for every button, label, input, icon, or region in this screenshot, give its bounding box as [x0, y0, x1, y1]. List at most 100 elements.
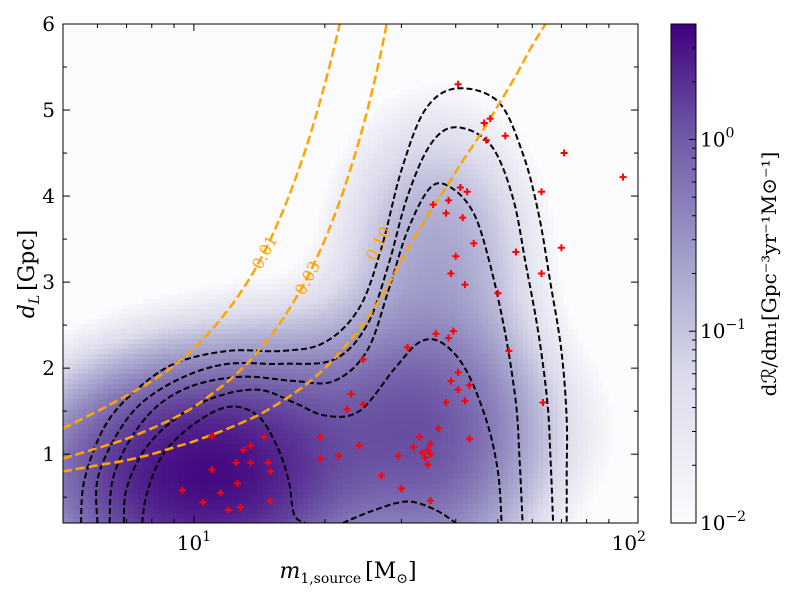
heatmap-cell: [408, 369, 414, 375]
heatmap-cell: [88, 334, 94, 340]
heatmap-cell: [423, 364, 429, 370]
heatmap-cell: [458, 219, 464, 225]
heatmap-cell: [343, 269, 349, 275]
heatmap-cell: [418, 244, 424, 250]
heatmap-cell: [373, 469, 379, 475]
heatmap-cell: [308, 369, 314, 375]
heatmap-cell: [408, 124, 414, 130]
heatmap-cell: [468, 474, 474, 480]
heatmap-cell: [383, 209, 389, 215]
heatmap-cell: [193, 459, 199, 465]
heatmap-cell: [183, 449, 189, 455]
heatmap-cell: [178, 454, 184, 460]
heatmap-cell: [208, 464, 214, 470]
heatmap-cell: [163, 319, 169, 325]
heatmap-cell: [308, 339, 314, 345]
heatmap-cell: [333, 269, 339, 275]
heatmap-cell: [173, 349, 179, 355]
heatmap-cell: [193, 319, 199, 325]
heatmap-cell: [323, 419, 329, 425]
heatmap-cell: [363, 374, 369, 380]
heatmap-cell: [338, 344, 344, 350]
heatmap-cell: [443, 419, 449, 425]
heatmap-cell: [338, 444, 344, 450]
heatmap-cell: [158, 394, 164, 400]
heatmap-cell: [348, 329, 354, 335]
heatmap-cell: [138, 464, 144, 470]
heatmap-cell: [118, 319, 124, 325]
heatmap-cell: [393, 99, 399, 105]
heatmap-cell: [393, 459, 399, 465]
heatmap-cell: [438, 419, 444, 425]
heatmap-cell: [358, 299, 364, 305]
heatmap-cell: [378, 414, 384, 420]
heatmap-cell: [403, 279, 409, 285]
heatmap-cell: [453, 454, 459, 460]
heatmap-cell: [143, 319, 149, 325]
heatmap-cell: [408, 374, 414, 380]
heatmap-cell: [128, 369, 134, 375]
heatmap-cell: [93, 429, 99, 435]
heatmap-cell: [378, 159, 384, 165]
heatmap-cell: [383, 129, 389, 135]
heatmap-cell: [458, 409, 464, 415]
heatmap-cell: [453, 499, 459, 505]
heatmap-cell: [453, 129, 459, 135]
heatmap-cell: [343, 494, 349, 500]
heatmap-cell: [228, 419, 234, 425]
heatmap-cell: [133, 504, 139, 510]
heatmap-cell: [438, 204, 444, 210]
heatmap-cell: [168, 399, 174, 405]
heatmap-cell: [123, 459, 129, 465]
heatmap-cell: [303, 494, 309, 500]
heatmap-cell: [338, 464, 344, 470]
heatmap-cell: [283, 384, 289, 390]
heatmap-cell: [283, 439, 289, 445]
heatmap-cell: [303, 514, 309, 520]
heatmap-cell: [198, 364, 204, 370]
heatmap-cell: [228, 439, 234, 445]
heatmap-cell: [288, 354, 294, 360]
heatmap-cell: [323, 449, 329, 455]
heatmap-cell: [403, 494, 409, 500]
heatmap-cell: [343, 364, 349, 370]
heatmap-cell: [453, 384, 459, 390]
heatmap-cell: [358, 249, 364, 255]
heatmap-cell: [113, 499, 119, 505]
heatmap-cell: [243, 364, 249, 370]
heatmap-cell: [383, 369, 389, 375]
heatmap-cell: [463, 329, 469, 335]
heatmap-cell: [73, 514, 79, 520]
heatmap-cell: [143, 399, 149, 405]
heatmap-cell: [318, 469, 324, 475]
heatmap-cell: [383, 169, 389, 175]
heatmap-cell: [228, 344, 234, 350]
heatmap-cell: [288, 364, 294, 370]
heatmap-cell: [423, 169, 429, 175]
heatmap-cell: [228, 489, 234, 495]
heatmap-cell: [358, 309, 364, 315]
heatmap-cell: [423, 444, 429, 450]
heatmap-cell: [438, 209, 444, 215]
heatmap-cell: [298, 274, 304, 280]
heatmap-cell: [438, 369, 444, 375]
heatmap-cell: [233, 309, 239, 315]
heatmap-cell: [103, 314, 109, 320]
heatmap-cell: [463, 194, 469, 200]
heatmap-cell: [468, 429, 474, 435]
heatmap-cell: [68, 449, 74, 455]
heatmap-cell: [333, 224, 339, 230]
heatmap-cell: [108, 429, 114, 435]
heatmap-cell: [363, 419, 369, 425]
heatmap-cell: [423, 209, 429, 215]
heatmap-cell: [433, 249, 439, 255]
heatmap-cell: [388, 124, 394, 130]
heatmap-cell: [408, 464, 414, 470]
heatmap-cell: [113, 479, 119, 485]
heatmap-cell: [453, 464, 459, 470]
heatmap-cell: [433, 254, 439, 260]
heatmap-cell: [368, 374, 374, 380]
heatmap-cell: [268, 274, 274, 280]
heatmap-cell: [368, 389, 374, 395]
heatmap-cell: [193, 304, 199, 310]
